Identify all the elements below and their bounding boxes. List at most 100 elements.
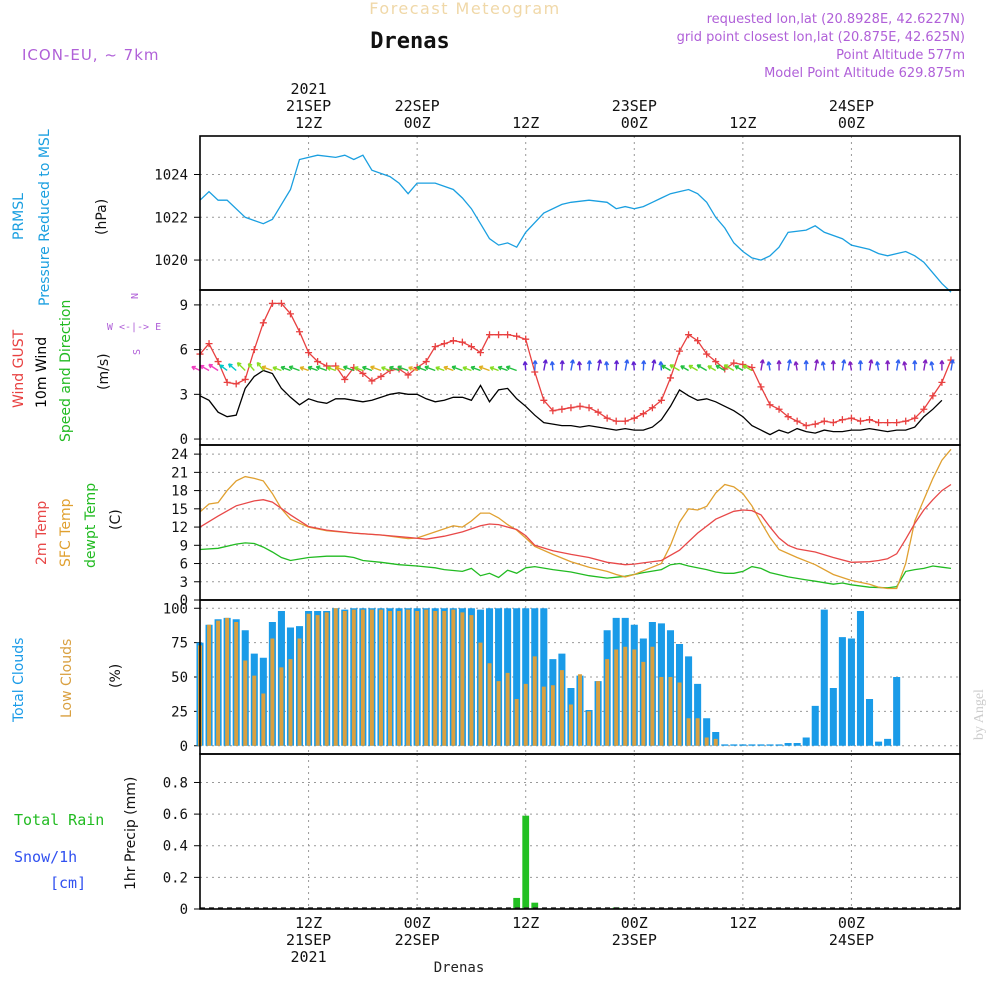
gust-marker	[241, 375, 249, 383]
rain-bar	[531, 902, 539, 909]
gust-marker	[703, 350, 711, 358]
total-cloud-bar	[793, 743, 801, 746]
wind-direction-arrow	[847, 361, 853, 371]
total-cloud-bar	[838, 637, 846, 746]
wind-direction-arrow	[604, 361, 610, 371]
total-cloud-bar	[748, 744, 756, 746]
gust-marker	[286, 310, 294, 318]
y-tick-label: 0	[180, 902, 188, 918]
location-title: Drenas	[370, 29, 449, 54]
gust-marker	[268, 299, 276, 307]
gust-marker	[621, 417, 629, 425]
total-cloud-bar	[847, 638, 855, 746]
forecast-meteogram-title: Forecast Meteogram	[369, 0, 560, 18]
top-time-label: 00Z	[404, 114, 431, 132]
wind-direction-arrow	[742, 364, 753, 372]
wind-direction-arrow	[841, 359, 847, 371]
gust-marker	[495, 331, 503, 339]
gust-marker	[259, 319, 267, 327]
y-tick-label: 1020	[154, 253, 188, 269]
low-cloud-bar	[415, 611, 420, 746]
gust-marker	[730, 359, 738, 367]
wind-direction-arrow	[256, 361, 264, 371]
y-tick-label: 25	[171, 704, 188, 720]
gust-marker	[277, 299, 285, 307]
low-cloud-bar	[659, 677, 664, 746]
gust-marker	[422, 358, 430, 366]
gust-marker	[766, 401, 774, 409]
wind-direction-arrow	[443, 365, 454, 372]
wind-direction-arrow	[353, 366, 364, 372]
total-cloud-bar	[757, 744, 765, 746]
low-cloud-bar	[342, 611, 347, 746]
wind-direction-arrow	[542, 359, 548, 371]
pressure-unit: (hPa)	[94, 199, 110, 235]
wind-direction-arrow	[462, 366, 472, 372]
wind-direction-arrow	[489, 366, 499, 372]
total-cloud-bar	[495, 608, 503, 746]
wind-direction-arrow	[786, 359, 792, 371]
low-cloud-bar	[216, 620, 221, 746]
gust-marker	[838, 416, 846, 424]
top-time-label: 00Z	[838, 114, 865, 132]
gust-marker	[440, 340, 448, 348]
gust-marker	[467, 343, 475, 351]
wind-direction-arrow	[424, 365, 436, 372]
low-cloud-bar	[270, 638, 275, 746]
top-time-label: 12Z	[512, 114, 539, 132]
gust-marker	[603, 414, 611, 422]
low-cloud-bar	[668, 677, 673, 746]
wind-direction-arrow	[661, 364, 671, 372]
temp-sfc-label: SFC Temp	[58, 498, 74, 567]
low-cloud-bar	[641, 661, 646, 746]
wind-direction-arrow	[707, 365, 717, 372]
y-tick-label: 0	[180, 593, 188, 609]
gust-marker	[594, 408, 602, 416]
gust-marker	[486, 331, 494, 339]
top-time-label: 24SEP	[829, 97, 874, 115]
y-tick-label: 24	[171, 447, 188, 463]
precip-ylabel: 1hr Precip (mm)	[123, 777, 139, 890]
wind-10m-line	[199, 369, 943, 436]
y-tick-label: 0	[180, 432, 188, 448]
gust-marker	[929, 392, 937, 400]
total-cloud-bar	[829, 688, 837, 746]
low-cloud-bar	[369, 609, 374, 746]
gust-marker	[775, 405, 783, 413]
temp-2m-line	[199, 483, 952, 566]
wind-direction-arrow	[688, 364, 698, 372]
low-cloud-bar	[351, 609, 356, 746]
y-tick-label: 50	[171, 670, 188, 686]
low-cloud-bar	[596, 681, 601, 746]
gust-marker	[657, 396, 665, 404]
gust-marker	[576, 402, 584, 410]
wind-direction-arrow	[885, 360, 891, 371]
low-cloud-bar	[243, 660, 248, 746]
low-cloud-bar	[306, 613, 311, 746]
y-tick-label: 9	[180, 538, 188, 554]
gust-marker	[368, 377, 376, 385]
y-tick-label: 6	[180, 343, 188, 359]
wind-direction-arrow	[759, 359, 765, 371]
compass-south: S	[132, 349, 143, 355]
point-altitude: Point Altitude 577m	[836, 48, 965, 63]
low-cloud-bar	[279, 667, 284, 746]
wind-direction-arrow	[299, 366, 309, 372]
wind-direction-arrow	[830, 360, 836, 371]
low-cloud-bar	[677, 682, 682, 746]
wind-direction-arrow	[280, 365, 291, 372]
gust-marker	[757, 383, 765, 391]
wind-direction-arrow	[680, 365, 689, 372]
low-cloud-bar	[505, 672, 510, 746]
rain-bar	[522, 815, 530, 909]
wind-direction-arrow	[219, 364, 228, 372]
wind-direction-label: Speed and Direction	[58, 300, 74, 442]
low-cloud-bar	[523, 683, 528, 746]
total-cloud-bar	[775, 744, 783, 746]
wind-direction-arrow	[272, 366, 282, 372]
low-cloud-bar	[397, 611, 402, 746]
gust-marker	[377, 372, 385, 380]
wind-direction-arrow	[361, 365, 373, 372]
y-tick-label: 0.8	[163, 775, 188, 791]
